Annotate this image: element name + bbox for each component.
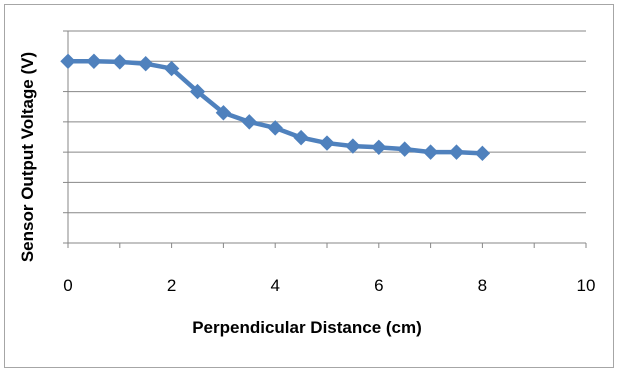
data-point xyxy=(345,138,361,154)
series-line xyxy=(68,59,483,156)
x-tick-labels: 0 2 4 6 8 10 xyxy=(63,276,595,295)
data-point xyxy=(396,141,413,157)
data-point xyxy=(422,144,439,160)
data-point xyxy=(371,139,387,156)
y-axis-title: Sensor Output Voltage (V) xyxy=(18,52,37,262)
chart-frame xyxy=(4,4,614,368)
gridlines xyxy=(68,30,586,214)
x-tick-label: 10 xyxy=(577,276,596,295)
x-tick-label: 6 xyxy=(374,276,383,295)
x-tick-label: 0 xyxy=(63,276,72,295)
x-axis-title: Perpendicular Distance (cm) xyxy=(192,318,422,337)
data-point xyxy=(474,145,491,162)
data-point xyxy=(448,144,465,160)
data-point xyxy=(293,129,309,146)
data-point xyxy=(215,105,232,121)
data-point xyxy=(241,114,258,130)
data-point xyxy=(267,120,283,136)
data-point xyxy=(112,54,128,70)
x-tick-label: 2 xyxy=(167,276,176,295)
data-point xyxy=(137,56,154,72)
data-point xyxy=(319,135,335,151)
data-point xyxy=(60,53,76,69)
x-tick-label: 8 xyxy=(478,276,487,295)
series-layer xyxy=(60,53,491,162)
data-point xyxy=(86,53,102,69)
x-tick-label: 4 xyxy=(270,276,279,295)
data-point xyxy=(163,60,180,77)
data-point xyxy=(189,83,206,100)
